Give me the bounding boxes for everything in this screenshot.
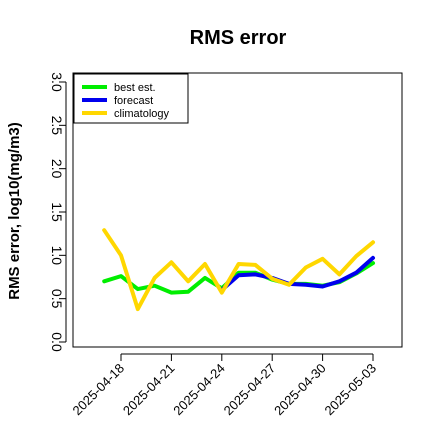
x-tick-label: 2025-04-27 [221, 361, 279, 419]
y-axis-label: RMS error, log10(mg/m3) [6, 122, 23, 300]
y-tick-label: 1.0 [49, 246, 65, 266]
plot-frame [72, 72, 403, 348]
series-lines [102, 228, 375, 312]
y-tick-label: 2.5 [49, 116, 65, 136]
y-tick-label: 3.0 [49, 72, 65, 92]
x-tick-label: 2025-04-30 [271, 361, 329, 419]
legend-label: climatology [114, 108, 170, 120]
legend-label: best est. [114, 82, 156, 94]
y-tick-label: 2.0 [49, 159, 65, 179]
chart-title: RMS error [190, 27, 287, 49]
y-axis: 0.0 0.5 1.0 1.5 2.0 2.5 3.0 [49, 72, 67, 352]
y-tick-label: 0.0 [49, 332, 65, 352]
x-tick-label: 2025-04-21 [120, 361, 178, 419]
x-tick-label: 2025-04-24 [170, 361, 228, 419]
x-axis: 2025-04-182025-04-212025-04-242025-04-27… [69, 353, 379, 419]
series-line-forecast [219, 255, 375, 292]
x-tick-label: 2025-04-18 [69, 361, 127, 419]
series-line-climatology [102, 228, 375, 312]
y-tick-label: 1.5 [49, 202, 65, 222]
legend-label: forecast [114, 95, 153, 107]
y-tick-label: 0.5 [49, 289, 65, 309]
x-tick-label: 2025-05-03 [321, 361, 379, 419]
